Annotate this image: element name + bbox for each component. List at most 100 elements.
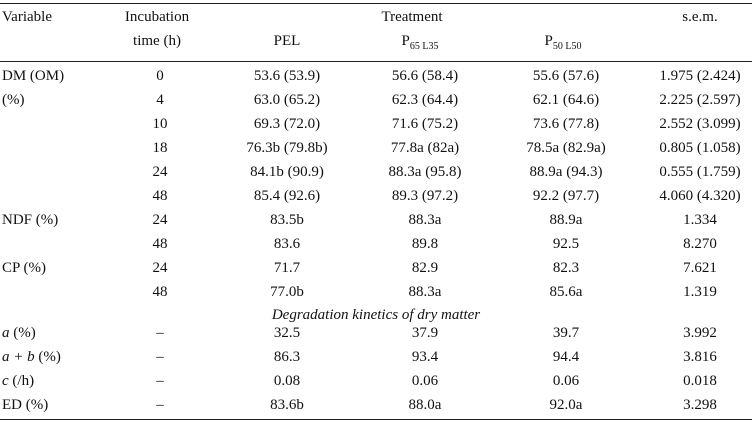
cell-sem: 7.621 xyxy=(683,260,717,276)
cell-label-rest: (%) xyxy=(9,325,36,341)
cell-p65: 62.3 (64.4) xyxy=(391,92,459,108)
header-col-p65: P65 L35 xyxy=(402,32,439,52)
cell-pel: 86.3 xyxy=(273,349,301,365)
cell-label-variable: a xyxy=(2,325,10,341)
cell-label: a + b (%) xyxy=(2,348,61,366)
cell-label: c (/h) xyxy=(2,372,34,390)
header-col-p50-main: P xyxy=(544,33,553,49)
cell-p50: 55.6 (57.6) xyxy=(532,68,600,84)
header-rule xyxy=(0,61,752,62)
cell-time: 10 xyxy=(152,116,168,132)
cell-p65: 77.8a (82a) xyxy=(390,140,460,156)
bottom-rule xyxy=(0,419,752,420)
cell-p50: 92.2 (97.7) xyxy=(532,188,600,204)
cell-p65: 88.0a xyxy=(408,397,442,413)
cell-label-rest: (/h) xyxy=(8,373,35,389)
cell-pel: 83.6 xyxy=(273,236,301,252)
cell-p65: 82.9 xyxy=(411,260,439,276)
cell-sem: 0.805 (1.058) xyxy=(659,140,741,156)
cell-label-rest: (%) xyxy=(34,349,61,365)
cell-sem: 3.298 xyxy=(683,397,717,413)
cell-pel: 0.08 xyxy=(273,373,301,389)
cell-p65: 88.3a xyxy=(408,212,442,228)
cell-p50: 62.1 (64.6) xyxy=(532,92,600,108)
cell-p50: 88.9a xyxy=(549,212,583,228)
cell-p50: 94.4 xyxy=(552,349,580,365)
section-title: Degradation kinetics of dry matter xyxy=(271,307,481,323)
cell-label: (%) xyxy=(2,92,25,108)
cell-p65: 56.6 (58.4) xyxy=(391,68,459,84)
cell-label: a (%) xyxy=(2,324,36,342)
cell-label: CP (%) xyxy=(2,260,47,276)
cell-sem: 2.225 (2.597) xyxy=(659,92,741,108)
header-col-p65-main: P xyxy=(401,33,410,49)
cell-p50: 78.5a (82.9a) xyxy=(526,140,606,156)
cell-label-variable: c xyxy=(2,373,9,389)
cell-sem: 2.552 (3.099) xyxy=(659,116,741,132)
cell-pel: 84.1b (90.9) xyxy=(250,164,324,180)
cell-p50: 92.0a xyxy=(549,397,583,413)
cell-pel: 63.0 (65.2) xyxy=(253,92,321,108)
cell-sem: 4.060 (4.320) xyxy=(659,188,741,204)
cell-p65: 93.4 xyxy=(411,349,439,365)
cell-p50: 85.6a xyxy=(549,284,583,300)
cell-time: 0 xyxy=(156,68,164,84)
cell-p50: 82.3 xyxy=(552,260,580,276)
cell-p65: 88.3a xyxy=(408,284,442,300)
cell-p50: 0.06 xyxy=(552,373,580,389)
header-treatment: Treatment xyxy=(381,9,443,25)
cell-label: ED (%) xyxy=(2,396,48,414)
cell-p65: 37.9 xyxy=(411,325,439,341)
cell-sem: 0.018 xyxy=(683,373,717,389)
cell-pel: 53.6 (53.9) xyxy=(253,68,321,84)
cell-time: – xyxy=(156,397,164,413)
cell-pel: 71.7 xyxy=(273,260,301,276)
cell-time: 48 xyxy=(152,236,168,252)
cell-sem: 3.992 xyxy=(683,325,717,341)
cell-time: – xyxy=(156,349,164,365)
top-rule xyxy=(0,3,752,4)
header-incubation-line2: time (h) xyxy=(133,33,181,49)
cell-pel: 76.3b (79.8b) xyxy=(246,140,328,156)
cell-label-variable: a + b xyxy=(2,349,35,365)
cell-time: 48 xyxy=(152,284,168,300)
cell-label: NDF (%) xyxy=(2,212,59,228)
header-col-p50: P50 L50 xyxy=(545,32,582,52)
cell-time: 4 xyxy=(156,92,164,108)
cell-p65: 89.3 (97.2) xyxy=(391,188,459,204)
cell-label: DM (OM) xyxy=(2,68,65,84)
cell-p65: 88.3a (95.8) xyxy=(388,164,462,180)
cell-label-rest: ED (%) xyxy=(2,397,49,413)
header-variable: Variable xyxy=(2,9,52,25)
cell-p50: 39.7 xyxy=(552,325,580,341)
cell-time: – xyxy=(156,373,164,389)
cell-sem: 1.975 (2.424) xyxy=(659,68,741,84)
cell-pel: 83.5b xyxy=(270,212,304,228)
cell-pel: 83.6b xyxy=(270,397,304,413)
header-col-p50-sub: 50 L50 xyxy=(552,41,582,52)
header-sem: s.e.m. xyxy=(682,9,718,25)
cell-p50: 92.5 xyxy=(552,236,580,252)
cell-time: – xyxy=(156,325,164,341)
cell-p65: 89.8 xyxy=(411,236,439,252)
cell-pel: 69.3 (72.0) xyxy=(253,116,321,132)
cell-pel: 32.5 xyxy=(273,325,301,341)
cell-p50: 73.6 (77.8) xyxy=(532,116,600,132)
cell-sem: 1.319 xyxy=(683,284,717,300)
cell-sem: 8.270 xyxy=(683,236,717,252)
header-col-p65-sub: 65 L35 xyxy=(409,41,439,52)
cell-time: 24 xyxy=(152,260,168,276)
cell-p50: 88.9a (94.3) xyxy=(529,164,603,180)
cell-sem: 3.816 xyxy=(683,349,717,365)
cell-p65: 71.6 (75.2) xyxy=(391,116,459,132)
header-col-pel: PEL xyxy=(273,33,301,49)
cell-pel: 77.0b xyxy=(270,284,304,300)
cell-sem: 1.334 xyxy=(683,212,717,228)
cell-p65: 0.06 xyxy=(411,373,439,389)
cell-time: 24 xyxy=(152,164,168,180)
cell-time: 48 xyxy=(152,188,168,204)
header-incubation-line1: Incubation xyxy=(124,9,190,25)
cell-sem: 0.555 (1.759) xyxy=(659,164,741,180)
cell-pel: 85.4 (92.6) xyxy=(253,188,321,204)
cell-time: 24 xyxy=(152,212,168,228)
